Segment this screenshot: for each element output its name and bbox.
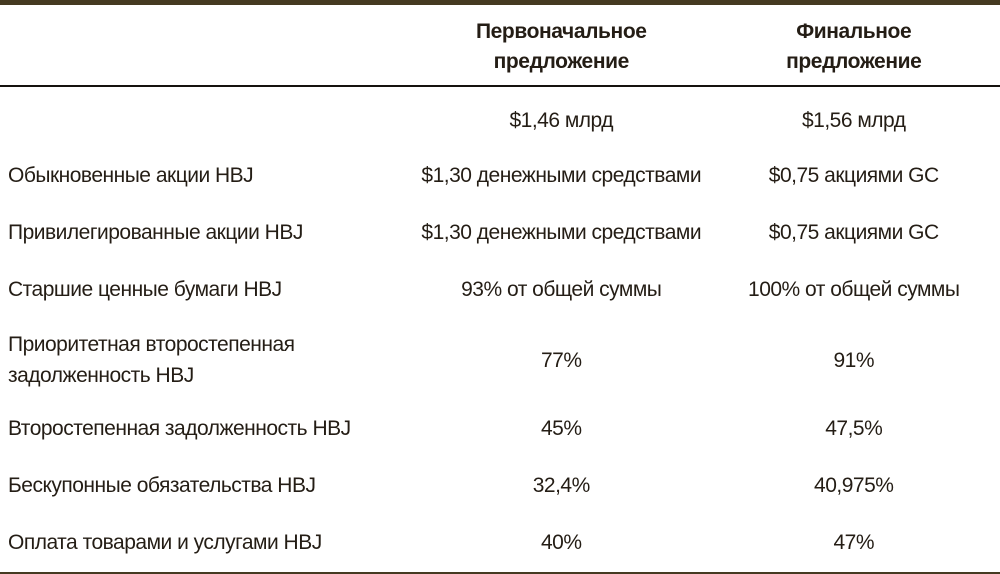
initial-offer-value: $1,46 млрд: [509, 109, 614, 132]
row-label: [0, 86, 415, 148]
final-offer-value: $0,75 акциями GC: [768, 221, 939, 244]
table-row-senior-subordinated-debt: Приоритетная второстепенная задолженност…: [0, 319, 1000, 401]
initial-offer-value: $1,30 денежными средствами: [421, 164, 702, 187]
table-header: Первоначальное предложение Финальное пре…: [0, 2, 1000, 87]
initial-offer-value: 32,4%: [532, 474, 591, 497]
initial-offer-value: 77%: [540, 348, 582, 372]
final-offer-value: 47%: [833, 531, 875, 554]
header-initial-offer-text: Первоначальное предложение: [475, 20, 647, 73]
final-offer-value: $1,56 млрд: [801, 109, 906, 132]
table-row-subordinated-debt: Второстепенная задолженность HBJ 45% 47,…: [0, 401, 1000, 458]
row-label: Привилегированные акции HBJ: [8, 221, 303, 244]
header-initial-offer: Первоначальное предложение: [415, 2, 708, 87]
row-label: Приоритетная второстепенная задолженност…: [8, 333, 295, 387]
table-row-total: $1,46 млрд $1,56 млрд: [0, 86, 1000, 148]
final-offer-value: 47,5%: [825, 417, 883, 440]
table-row-preferred-stock: Привилегированные акции HBJ $1,30 денежн…: [0, 205, 1000, 262]
row-label: Второстепенная задолженность HBJ: [8, 417, 351, 440]
header-label-col: [0, 2, 415, 87]
header-final-offer-text: Финальное предложение: [786, 20, 922, 73]
header-final-offer: Финальное предложение: [707, 2, 1000, 87]
table-row-goods-services: Оплата товарами и услугами HBJ 40% 47%: [0, 515, 1000, 574]
initial-offer-value: $1,30 денежными средствами: [421, 221, 702, 244]
initial-offer-value: 45%: [540, 417, 582, 440]
final-offer-value: $0,75 акциями GC: [768, 164, 939, 187]
final-offer-value: 40,975%: [814, 474, 894, 497]
final-offer-value: 100% от общей суммы: [748, 278, 960, 301]
table-row-zero-coupon: Бескупонные обязательства HBJ 32,4% 40,9…: [0, 458, 1000, 515]
header-row: Первоначальное предложение Финальное пре…: [0, 2, 1000, 87]
table-body: $1,46 млрд $1,56 млрд Обыкновенные акции…: [0, 86, 1000, 574]
row-label: Бескупонные обязательства HBJ: [8, 474, 316, 497]
initial-offer-value: 40%: [540, 531, 582, 554]
initial-offer-value: 93% от общей суммы: [461, 278, 662, 301]
row-label: Старшие ценные бумаги HBJ: [8, 278, 282, 301]
row-label: Обыкновенные акции HBJ: [8, 164, 254, 187]
table-row-senior-securities: Старшие ценные бумаги HBJ 93% от общей с…: [0, 262, 1000, 319]
table-row-common-stock: Обыкновенные акции HBJ $1,30 денежными с…: [0, 148, 1000, 205]
final-offer-value: 91%: [833, 348, 875, 372]
row-label: Оплата товарами и услугами HBJ: [8, 531, 322, 554]
